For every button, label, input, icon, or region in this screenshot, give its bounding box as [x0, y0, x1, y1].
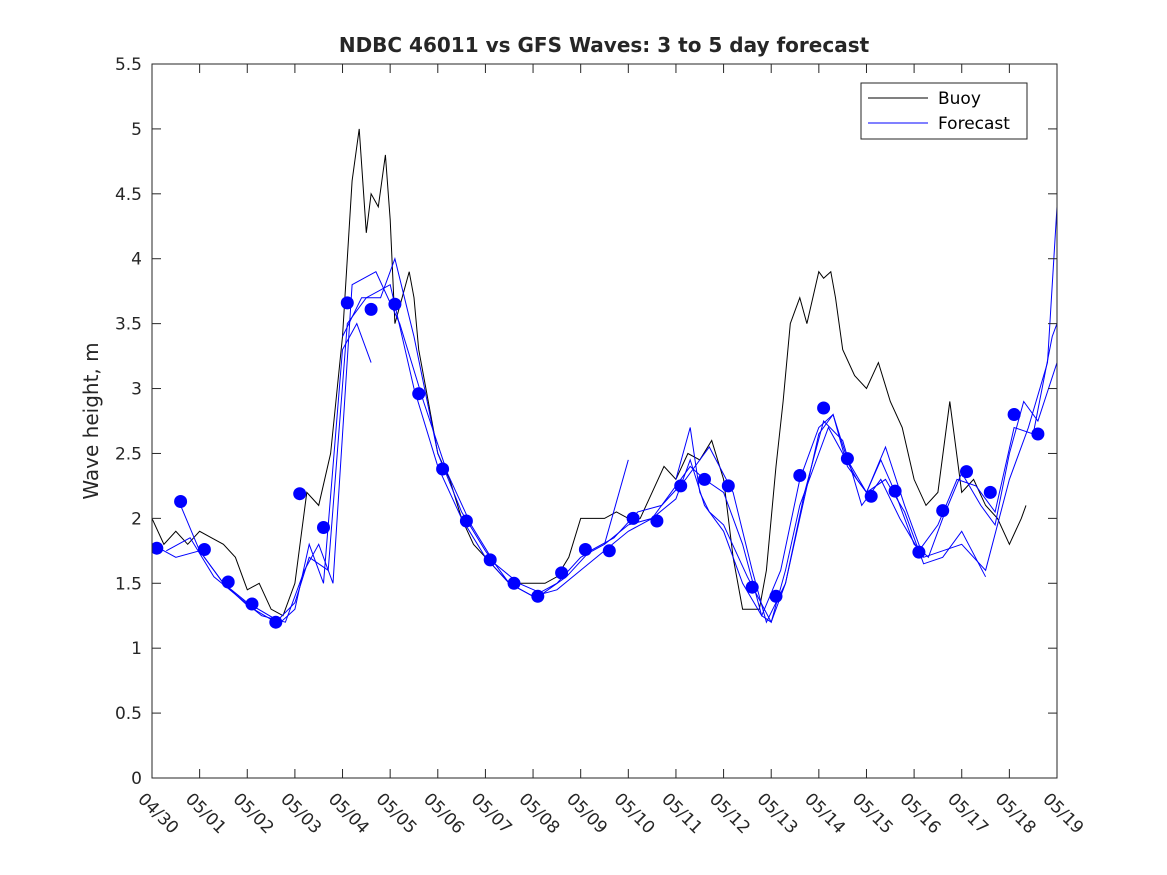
- y-tick-label: 1: [131, 639, 142, 659]
- forecast-point: [745, 580, 759, 594]
- forecast-point: [650, 514, 664, 528]
- forecast-point: [864, 489, 878, 503]
- forecast-point: [269, 615, 283, 629]
- y-tick-label: 0.5: [115, 704, 142, 724]
- forecast-point: [1031, 427, 1045, 441]
- y-tick-label: 3: [131, 380, 142, 400]
- forecast-point: [364, 302, 378, 316]
- forecast-point: [317, 521, 330, 534]
- forecast-point: [578, 543, 592, 556]
- forecast-point: [152, 541, 164, 555]
- forecast-point: [555, 566, 569, 580]
- forecast-point: [531, 589, 545, 603]
- forecast-point: [936, 504, 950, 518]
- forecast-point: [1007, 408, 1021, 421]
- forecast-point: [674, 479, 688, 493]
- forecast-point: [459, 514, 473, 528]
- forecast-point: [436, 462, 450, 476]
- series-layer: [152, 128, 1057, 629]
- y-tick-label: 4.5: [115, 185, 142, 205]
- y-tick-label: 1.5: [115, 574, 142, 594]
- forecast-point: [602, 544, 616, 558]
- forecast-point: [388, 297, 402, 311]
- forecast-point: [793, 469, 807, 482]
- forecast-point: [245, 597, 259, 611]
- y-tick-label: 5.5: [115, 55, 142, 75]
- forecast-point: [626, 511, 640, 525]
- legend-buoy-label: Buoy: [938, 89, 981, 109]
- axes-box: [151, 63, 1058, 779]
- forecast-point: [340, 296, 354, 310]
- legend: Buoy Forecast: [860, 82, 1028, 140]
- forecast-point: [817, 401, 831, 415]
- forecast-run-line-4: [604, 459, 629, 545]
- y-tick-label: 4: [131, 250, 142, 270]
- y-axis-label: Wave height, m: [79, 342, 103, 499]
- y-tick-label: 0: [131, 769, 142, 789]
- forecast-run-line-2: [166, 271, 1057, 624]
- forecast-point: [174, 495, 188, 508]
- forecast-point: [960, 465, 973, 479]
- forecast-point: [483, 553, 497, 567]
- forecast-point: [698, 472, 711, 486]
- y-tick-label: 5: [131, 120, 142, 140]
- forecast-point: [507, 576, 521, 590]
- forecast-point: [983, 485, 997, 499]
- forecast-point: [293, 487, 307, 501]
- forecast-point: [221, 575, 235, 589]
- y-tick-label: 2: [131, 509, 142, 529]
- forecast-point: [912, 545, 926, 559]
- legend-box: [860, 82, 1028, 140]
- legend-forecast-label: Forecast: [938, 114, 1010, 134]
- forecast-point: [888, 484, 902, 498]
- y-tick-label: 2.5: [115, 444, 142, 464]
- forecast-run-line-3: [342, 206, 1057, 617]
- forecast-point: [721, 479, 735, 493]
- buoy-series-line: [152, 128, 1027, 617]
- chart-title: NDBC 46011 vs GFS Waves: 3 to 5 day fore…: [339, 33, 870, 57]
- y-tick-label: 3.5: [115, 315, 142, 335]
- forecast-point: [840, 452, 854, 466]
- plot-area: [152, 128, 1057, 629]
- forecast-point: [412, 387, 426, 401]
- forecast-point: [197, 543, 211, 556]
- forecast-point: [769, 589, 783, 603]
- forecast-run-line-5: [675, 413, 987, 624]
